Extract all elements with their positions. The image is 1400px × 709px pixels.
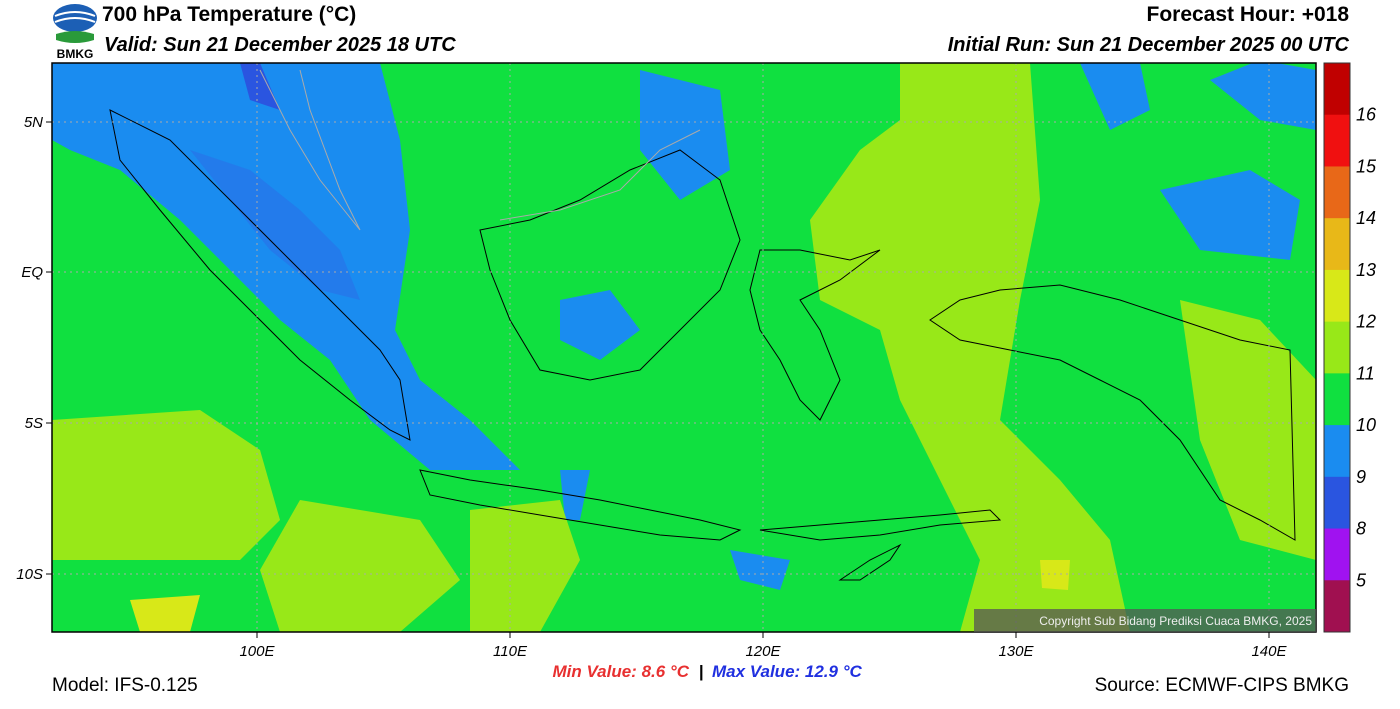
colorbar-segment — [1324, 321, 1350, 374]
lon-label: 130E — [998, 643, 1034, 660]
colorbar-segment — [1324, 476, 1350, 530]
copyright: Copyright Sub Bidang Prediksi Cuaca BMKG… — [1039, 614, 1312, 628]
colorbar-label: 11 — [1356, 363, 1375, 383]
colorbar-label: 12 — [1356, 312, 1376, 332]
colorbar-label: 15 — [1356, 156, 1377, 176]
valid-time: Valid: Sun 21 December 2025 18 UTC — [104, 34, 456, 56]
map-field — [52, 63, 1316, 632]
colorbar-segment — [1324, 218, 1350, 271]
lat-label: 5N — [24, 114, 43, 131]
max-value: Max Value: 12.9 °C — [712, 662, 863, 681]
logo-text: BMKG — [57, 47, 94, 61]
colorbar-segment — [1324, 269, 1350, 323]
source: Source: ECMWF-CIPS BMKG — [1095, 675, 1349, 696]
colorbar-segment — [1324, 166, 1350, 219]
colorbar-label: 16 — [1356, 105, 1377, 125]
title: 700 hPa Temperature (°C) — [102, 3, 356, 26]
min-value: Min Value: 8.6 °C — [552, 662, 689, 681]
forecast-hour: Forecast Hour: +018 — [1147, 3, 1350, 26]
initial-run: Initial Run: Sun 21 December 2025 00 UTC — [948, 34, 1350, 56]
colorbar-segment — [1324, 63, 1350, 116]
separator: | — [699, 662, 704, 681]
colorbar-label: 10 — [1356, 415, 1376, 435]
map-frame — [51, 62, 1317, 633]
colorbar-segment — [1324, 425, 1350, 478]
model: Model: IFS-0.125 — [52, 675, 198, 696]
colorbar-label: 13 — [1356, 260, 1376, 280]
lat-label: 5S — [25, 415, 43, 432]
lat-label: EQ — [21, 264, 43, 281]
lon-label: 110E — [493, 643, 528, 660]
colorbar-segment — [1324, 580, 1350, 633]
colorbar-label: 14 — [1356, 208, 1376, 228]
lon-label: 120E — [745, 643, 781, 660]
logo: BMKG — [53, 4, 97, 61]
copyright-box — [974, 609, 1316, 632]
lon-label: 140E — [1251, 643, 1287, 660]
colorbar-label: 5 — [1356, 570, 1367, 590]
colorbar-segment — [1324, 373, 1350, 426]
lon-label: 100E — [239, 643, 275, 660]
lat-label: 10S — [16, 566, 43, 583]
colorbar-segment — [1324, 114, 1350, 167]
colorbar-label: 8 — [1356, 519, 1366, 539]
colorbar-frame — [1323, 62, 1351, 633]
colorbar-segment — [1324, 528, 1350, 581]
graticule: 5N EQ 5S 10S 100E 110E 120E 130E 140E — [16, 63, 1316, 660]
colorbar-label: 9 — [1356, 467, 1366, 487]
colorbar: 16 15 14 13 12 11 10 9 8 5 — [1323, 62, 1377, 633]
